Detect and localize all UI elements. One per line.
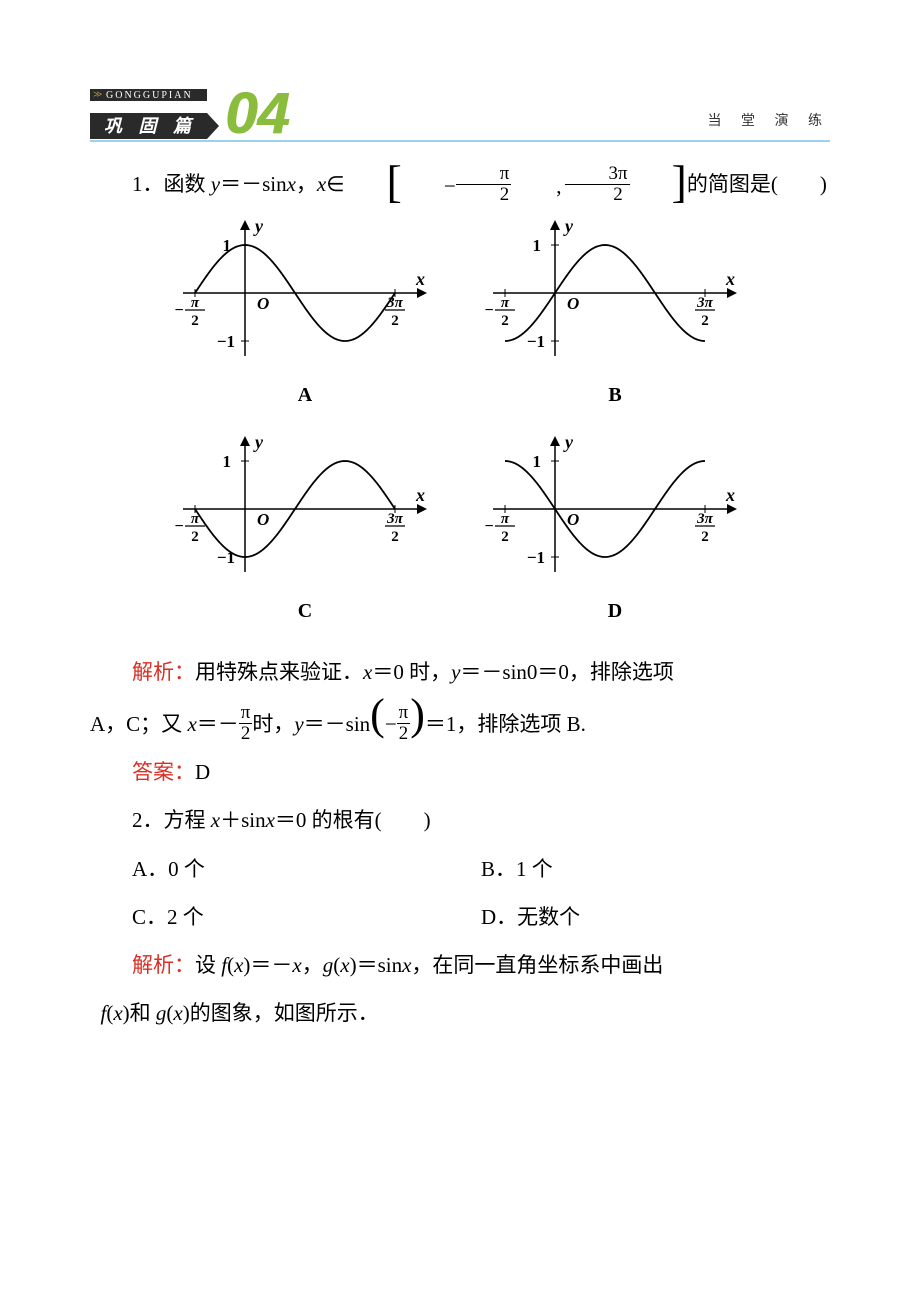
content: 1．函数 y＝－sinx，x∈[−π2,3π2]的简图是( ) yxO1−1−π… bbox=[90, 160, 830, 1038]
q2-number: 2． bbox=[132, 808, 164, 832]
svg-text:−: − bbox=[175, 302, 184, 319]
svg-text:π: π bbox=[191, 295, 200, 311]
svg-text:2: 2 bbox=[391, 313, 399, 329]
svg-text:O: O bbox=[567, 510, 579, 529]
svg-text:y: y bbox=[563, 434, 574, 452]
svg-text:3π: 3π bbox=[696, 295, 714, 311]
q2-analysis-2: f(x)和 g(x)的图象，如图所示． bbox=[90, 989, 830, 1037]
svg-text:O: O bbox=[567, 294, 579, 313]
svg-text:1: 1 bbox=[533, 452, 542, 471]
charts-row-1: yxO1−1−π23π2 A yxO1−1−π23π2 B bbox=[90, 218, 830, 418]
svg-text:x: x bbox=[725, 269, 735, 289]
chart-B: yxO1−1−π23π2 B bbox=[485, 218, 745, 418]
svg-text:π: π bbox=[501, 511, 510, 527]
svg-text:2: 2 bbox=[391, 529, 399, 545]
opt-B: B．1 个 bbox=[481, 845, 830, 893]
header-number: 04 bbox=[225, 94, 290, 134]
svg-text:π: π bbox=[501, 295, 510, 311]
svg-text:π: π bbox=[191, 511, 200, 527]
interval: [−π2,3π2] bbox=[345, 162, 687, 210]
q2-analysis-1: 解析：设 f(x)＝－x，g(x)＝sinx，在同一直角坐标系中画出 bbox=[90, 941, 830, 989]
svg-text:−1: −1 bbox=[527, 548, 545, 567]
svg-text:1: 1 bbox=[223, 236, 232, 255]
charts-row-2: yxO1−1−π23π2 C yxO1−1−π23π2 D bbox=[90, 434, 830, 634]
analysis-label: 解析： bbox=[132, 660, 195, 684]
opt-D: D．无数个 bbox=[481, 893, 830, 941]
analysis-label: 解析： bbox=[132, 953, 195, 977]
svg-text:3π: 3π bbox=[386, 511, 404, 527]
q1-stem: 1．函数 y＝－sinx，x∈[−π2,3π2]的简图是( ) bbox=[90, 160, 830, 210]
svg-text:2: 2 bbox=[701, 529, 709, 545]
svg-text:3π: 3π bbox=[386, 295, 404, 311]
svg-text:1: 1 bbox=[223, 452, 232, 471]
svg-text:x: x bbox=[725, 485, 735, 505]
q1-answer: 答案：D bbox=[90, 748, 830, 796]
svg-text:O: O bbox=[257, 294, 269, 313]
svg-text:2: 2 bbox=[191, 313, 199, 329]
svg-text:1: 1 bbox=[533, 236, 542, 255]
q2-options: A．0 个 B．1 个 C．2 个 D．无数个 bbox=[90, 845, 830, 942]
svg-text:3π: 3π bbox=[696, 511, 714, 527]
svg-text:y: y bbox=[253, 218, 264, 236]
q1-analysis-1: 解析：用特殊点来验证．x＝0 时，y＝－sin0＝0，排除选项 bbox=[90, 648, 830, 696]
svg-text:−1: −1 bbox=[217, 548, 235, 567]
svg-text:−: − bbox=[485, 302, 494, 319]
chart-D: yxO1−1−π23π2 D bbox=[485, 434, 745, 634]
answer-label: 答案： bbox=[132, 760, 195, 784]
header-pinyin: GONGGUPIAN bbox=[90, 89, 207, 101]
header-right: 当 堂 演 练 bbox=[708, 110, 831, 130]
q2-stem: 2．方程 x＋sinx＝0 的根有( ) bbox=[90, 796, 830, 844]
header-label: 巩 固 篇 bbox=[90, 113, 207, 139]
chart-A: yxO1−1−π23π2 A bbox=[175, 218, 435, 418]
svg-text:−: − bbox=[175, 518, 184, 535]
opt-C: C．2 个 bbox=[132, 893, 481, 941]
chart-C: yxO1−1−π23π2 C bbox=[175, 434, 435, 634]
svg-text:y: y bbox=[253, 434, 264, 452]
svg-text:−1: −1 bbox=[217, 332, 235, 351]
svg-text:x: x bbox=[415, 485, 425, 505]
svg-text:−: − bbox=[485, 518, 494, 535]
opt-A: A．0 个 bbox=[132, 845, 481, 893]
svg-text:y: y bbox=[563, 218, 574, 236]
svg-text:2: 2 bbox=[191, 529, 199, 545]
section-header: GONGGUPIAN 巩 固 篇 04 当 堂 演 练 bbox=[90, 100, 830, 142]
svg-text:2: 2 bbox=[501, 313, 509, 329]
document-page: GONGGUPIAN 巩 固 篇 04 当 堂 演 练 1．函数 y＝－sinx… bbox=[0, 0, 920, 1098]
svg-text:2: 2 bbox=[501, 529, 509, 545]
svg-text:−1: −1 bbox=[527, 332, 545, 351]
q1-analysis-2: A，C；又 x＝－π2时，y＝－sin(−π2)＝1，排除选项 B. bbox=[90, 697, 830, 748]
q1-number: 1． bbox=[132, 172, 164, 196]
svg-text:2: 2 bbox=[701, 313, 709, 329]
svg-text:O: O bbox=[257, 510, 269, 529]
header-tab: GONGGUPIAN 巩 固 篇 bbox=[90, 101, 207, 139]
svg-text:x: x bbox=[415, 269, 425, 289]
